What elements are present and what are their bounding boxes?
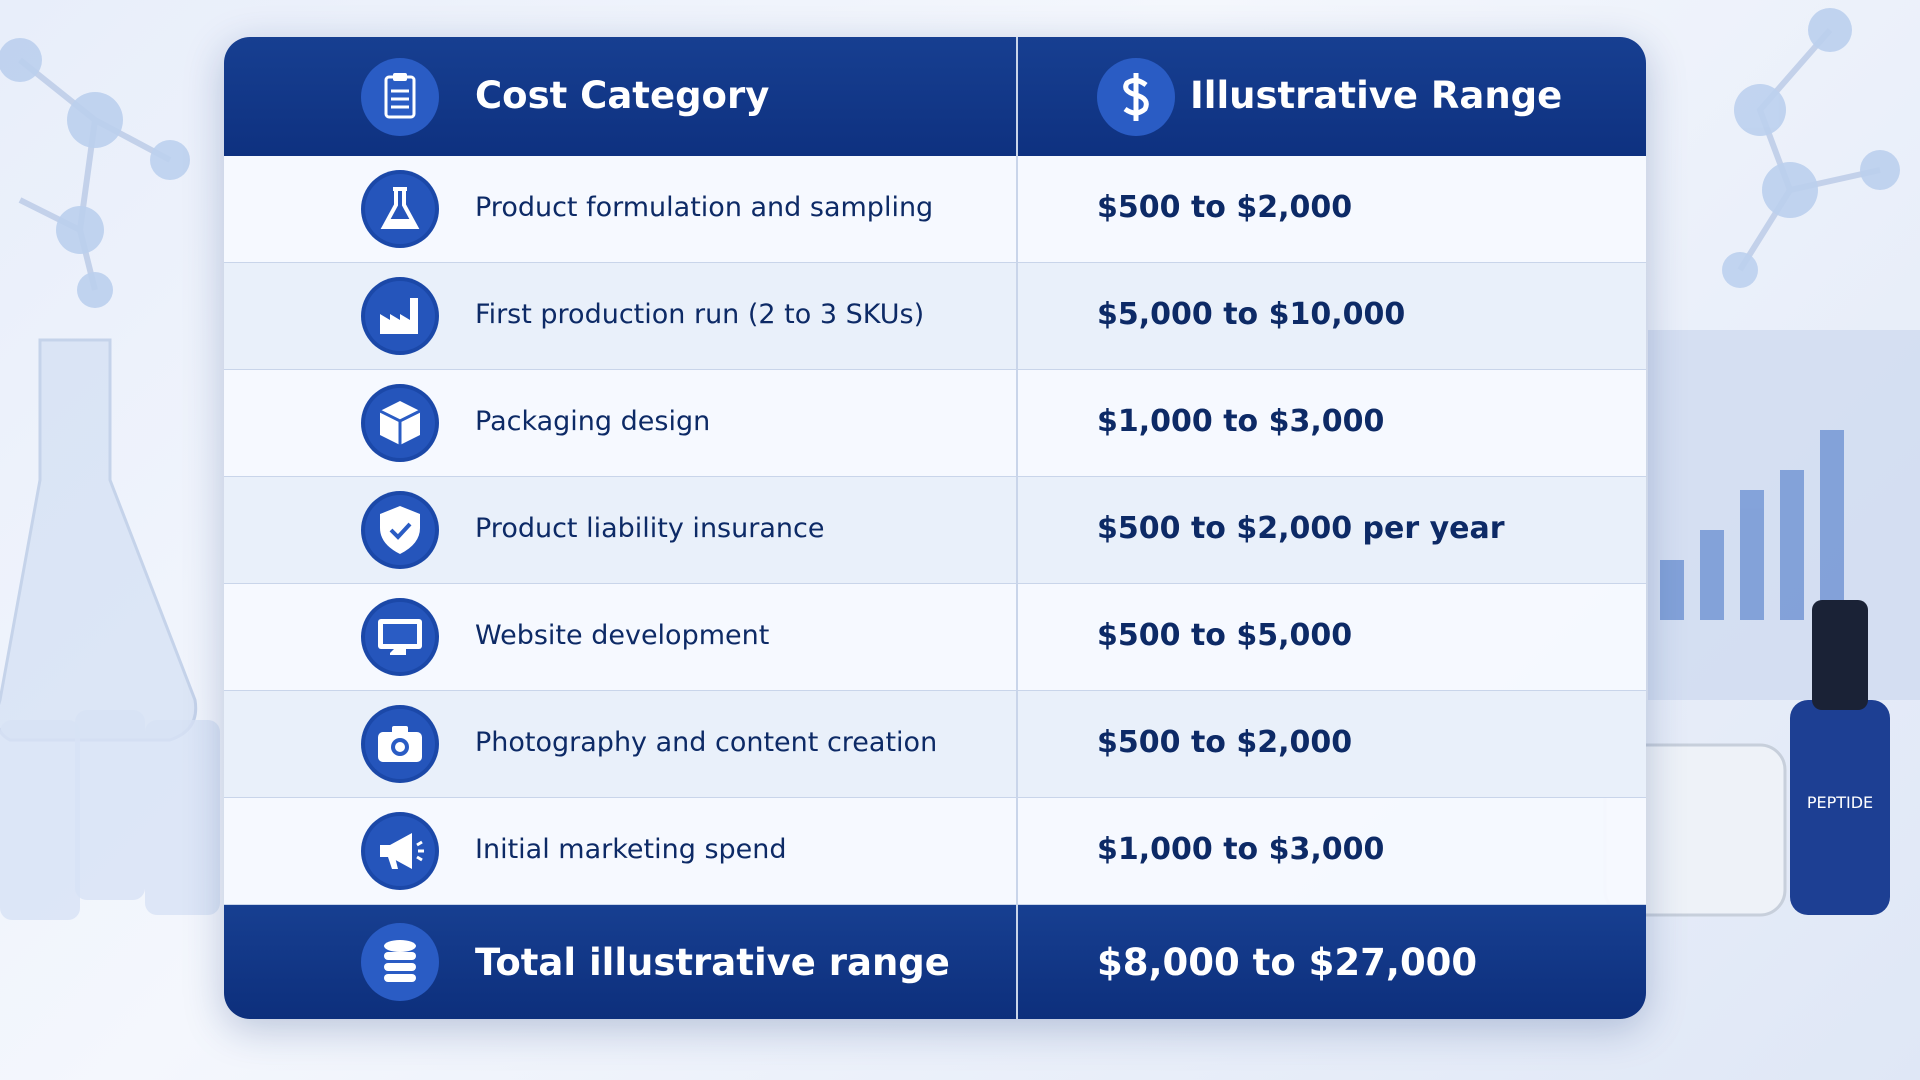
cost-category: Photography and content creation <box>475 727 938 758</box>
bottle-label: PEPTIDE <box>1807 793 1873 812</box>
total-row: Total illustrative range $8,000 to $27,0… <box>224 905 1646 1019</box>
cost-category: First production run (2 to 3 SKUs) <box>475 299 925 330</box>
cost-category: Website development <box>475 620 770 651</box>
cost-range: $1,000 to $3,000 <box>1097 832 1385 867</box>
cost-range: $1,000 to $3,000 <box>1097 404 1385 439</box>
coins-icon <box>361 923 439 1001</box>
row-icon <box>361 491 439 569</box>
cost-range: $5,000 to $10,000 <box>1097 297 1406 332</box>
row-icon <box>361 598 439 676</box>
total-value: $8,000 to $27,000 <box>1097 941 1478 984</box>
clipboard-icon <box>361 58 439 136</box>
cost-range: $500 to $2,000 per year <box>1097 511 1505 546</box>
table-row: Website development $500 to $5,000 <box>224 584 1646 691</box>
cost-table: Cost Category Illustrative Range Product… <box>224 37 1646 1019</box>
cost-category: Initial marketing spend <box>475 834 787 865</box>
cost-category: Product liability insurance <box>475 513 825 544</box>
column-header: Illustrative Range <box>1190 74 1563 117</box>
table-row: Product liability insurance $500 to $2,00… <box>224 477 1646 584</box>
dollar-icon <box>1097 58 1175 136</box>
table-header: Cost Category Illustrative Range <box>224 37 1646 156</box>
table-row: First production run (2 to 3 SKUs) $5,000… <box>224 263 1646 370</box>
cost-category: Product formulation and sampling <box>475 192 934 223</box>
column-header: Cost Category <box>475 74 770 117</box>
row-icon <box>361 277 439 355</box>
table-row: Photography and content creation $500 to … <box>224 691 1646 798</box>
row-icon <box>361 384 439 462</box>
cost-category: Packaging design <box>475 406 711 437</box>
cost-range: $500 to $2,000 <box>1097 725 1353 760</box>
row-icon <box>361 812 439 890</box>
row-icon <box>361 705 439 783</box>
column-divider <box>1016 37 1018 1019</box>
cost-range: $500 to $2,000 <box>1097 190 1353 225</box>
total-label: Total illustrative range <box>475 941 950 984</box>
table-row: Initial marketing spend $1,000 to $3,000 <box>224 798 1646 905</box>
table-row: Product formulation and sampling $500 to … <box>224 156 1646 263</box>
cost-range: $500 to $5,000 <box>1097 618 1353 653</box>
row-icon <box>361 170 439 248</box>
table-row: Packaging design $1,000 to $3,000 <box>224 370 1646 477</box>
